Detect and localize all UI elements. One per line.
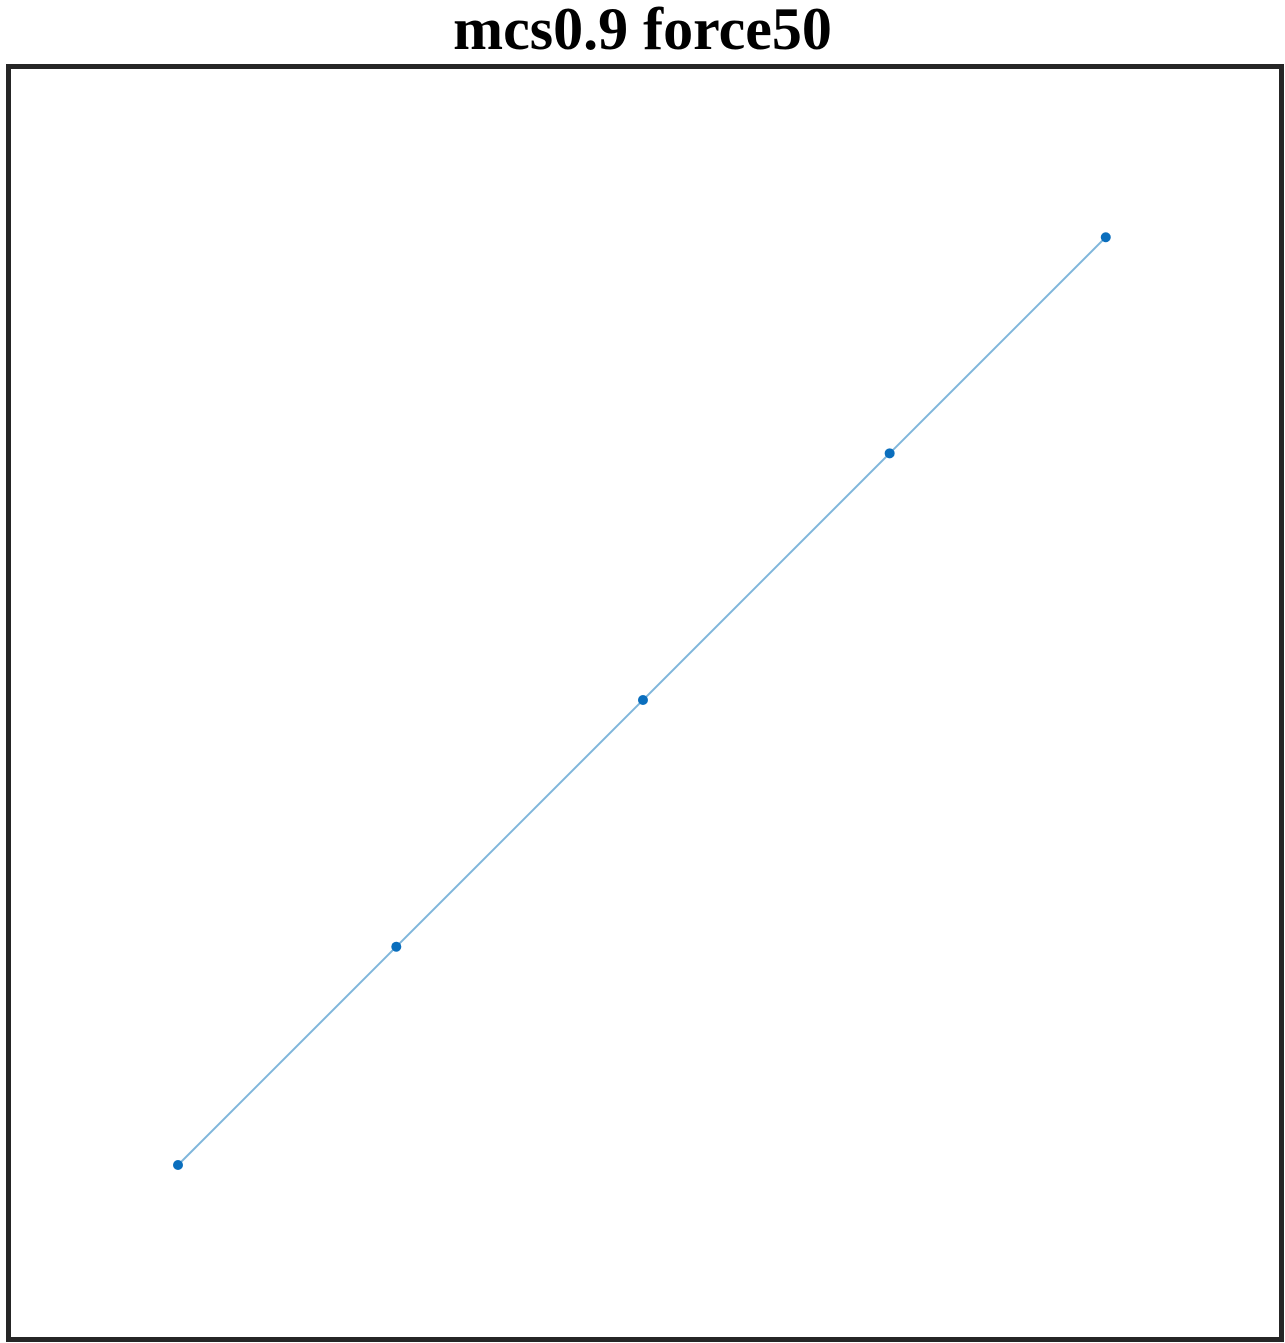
graph-node-1 [173, 1160, 183, 1170]
graph-edge-2 [395, 699, 644, 948]
graph-node-2 [391, 941, 402, 952]
graph-node-5 [1100, 232, 1111, 243]
graph-edge-1 [177, 945, 398, 1166]
graph-edge-3 [642, 452, 891, 701]
edges-layer [177, 236, 1107, 1166]
nodes-layer [173, 232, 1111, 1170]
chart-title: mcs0.9 force50 [453, 0, 832, 62]
graph-node-3 [637, 695, 648, 706]
graph-edge-4 [888, 236, 1107, 455]
graph-node-4 [884, 448, 895, 459]
